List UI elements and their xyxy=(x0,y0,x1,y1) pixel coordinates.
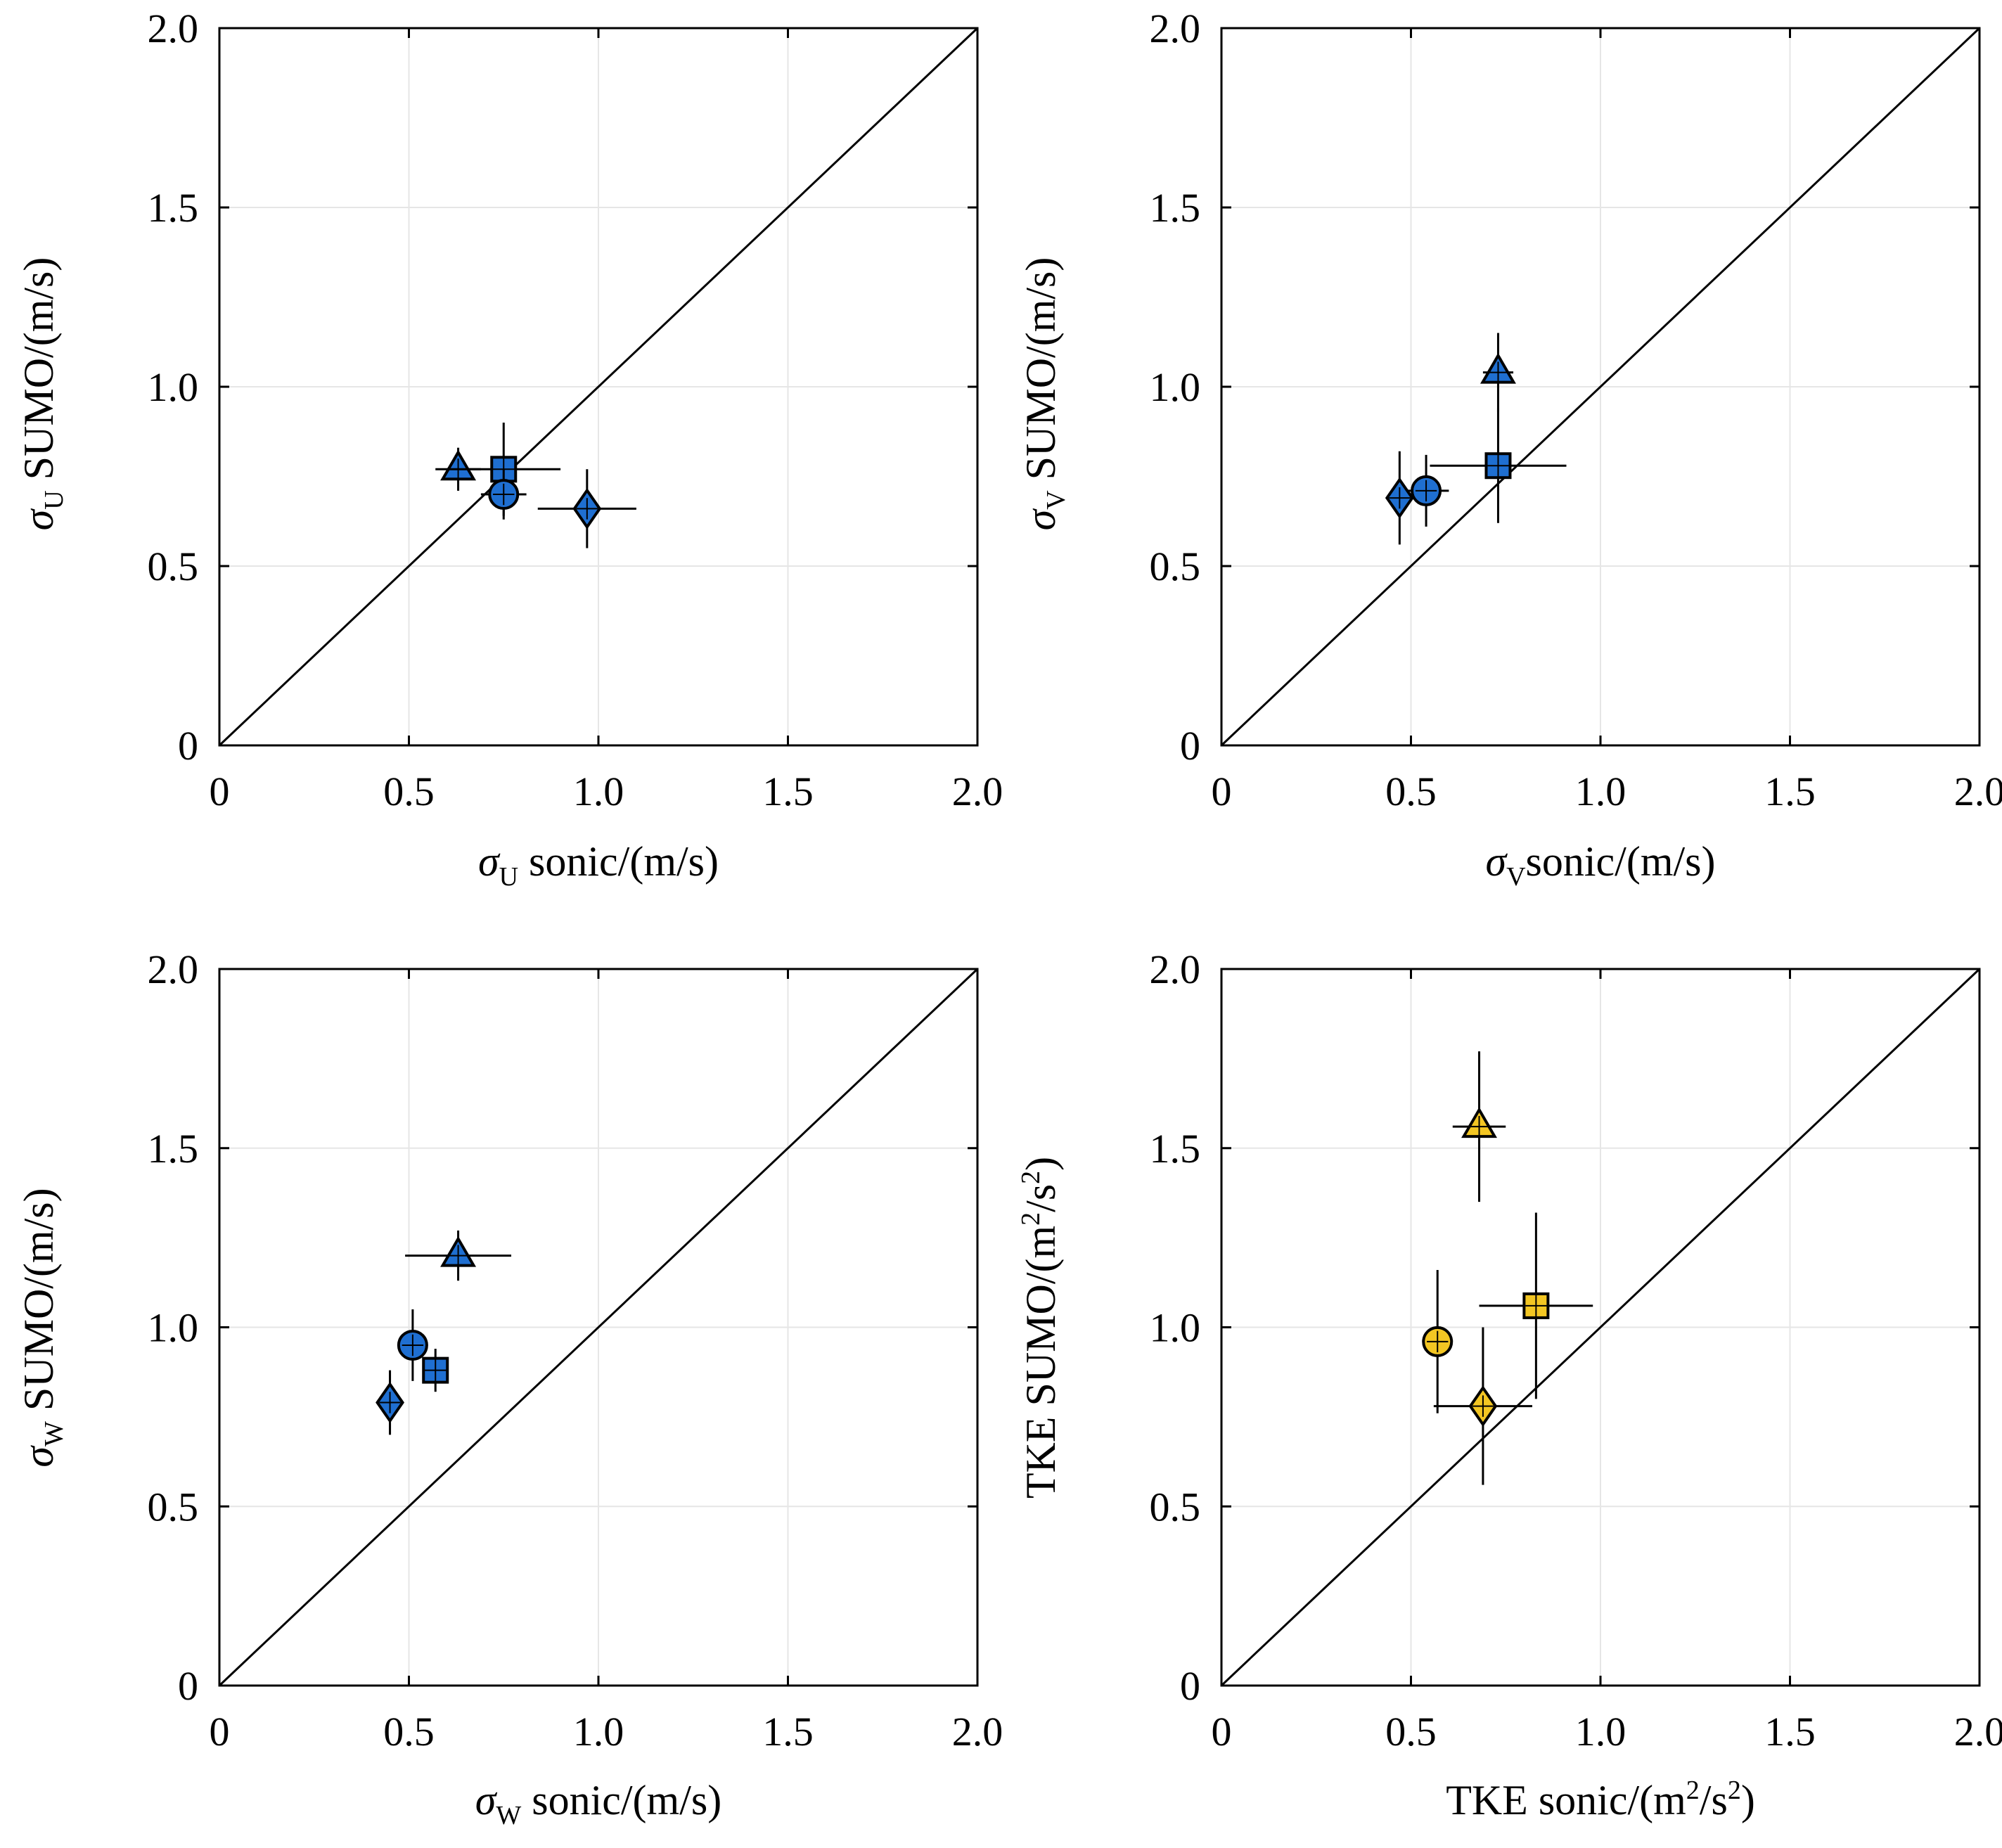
x-tick-label: 1.0 xyxy=(573,769,624,814)
y-axis-label: σW SUMO/(m/s) xyxy=(15,1188,69,1467)
y-tick-label: 0 xyxy=(1180,1663,1200,1709)
triangle-point xyxy=(1480,333,1516,412)
y-tick-label: 0.5 xyxy=(1150,1484,1201,1529)
x-tick-label: 1.5 xyxy=(762,1709,814,1754)
y-tick-label: 1.0 xyxy=(148,364,199,410)
y-tick-label: 2.0 xyxy=(148,6,199,51)
y-tick-label: 1.0 xyxy=(148,1305,199,1351)
x-tick-label: 1.5 xyxy=(762,769,814,814)
y-tick-label: 0.5 xyxy=(1150,544,1201,589)
x-tick-label: 2.0 xyxy=(952,769,1003,814)
panel-sigma-w: 00 0.5 0.5 1.0 1.0 1.5 1.5 2.0 2.0 σW sonic/(m/s)… xyxy=(15,947,1003,1830)
panel-tke: 00 0.5 0.5 1.0 1.0 1.5 1.5 2.0 2.0 TKE sonic/(m2/… xyxy=(1016,947,2002,1823)
y-tick-label: 2.0 xyxy=(1150,947,1201,992)
x-tick-label: 2.0 xyxy=(1954,769,2002,814)
square-point xyxy=(1479,1212,1593,1399)
x-tick-label: 1.5 xyxy=(1764,769,1816,814)
x-tick-label: 2.0 xyxy=(1954,1709,2002,1754)
x-axis-label: σVsonic/(m/s) xyxy=(1485,838,1715,892)
y-tick-label: 1.0 xyxy=(1150,364,1201,410)
y-axis-label: TKE SUMO/(m2/s2) xyxy=(1016,1157,1064,1499)
x-tick-label: 0 xyxy=(210,1709,230,1754)
y-axis-label: σV SUMO/(m/s) xyxy=(1018,257,1071,531)
circle-point xyxy=(397,1309,428,1381)
y-tick-label: 0 xyxy=(1180,723,1200,769)
x-tick-label: 0.5 xyxy=(383,769,435,814)
identity-line xyxy=(218,968,979,1687)
panel-sigma-u: 00 0.5 0.5 1.0 1.0 1.5 1.5 2.0 2.0 σU sonic/(m/s)… xyxy=(15,6,1003,892)
circle-point xyxy=(1403,454,1449,527)
square-point xyxy=(1430,408,1567,523)
x-axis-label: TKE sonic/(m2/s2) xyxy=(1446,1776,1755,1823)
y-tick-label: 0 xyxy=(178,1663,198,1709)
diamond-point xyxy=(537,469,636,548)
circle-point xyxy=(1422,1269,1454,1413)
x-tick-label: 0.5 xyxy=(383,1709,435,1754)
x-tick-label: 0 xyxy=(1212,1709,1232,1754)
panel-sigma-v: 00 0.5 0.5 1.0 1.0 1.5 1.5 2.0 2.0 σVsonic/(m/s) σ… xyxy=(1018,6,2002,892)
x-axis-label: σU sonic/(m/s) xyxy=(478,838,719,892)
y-axis-label: σU SUMO/(m/s) xyxy=(15,257,69,531)
y-tick-label: 1.5 xyxy=(148,1126,199,1172)
identity-line xyxy=(218,27,979,747)
y-tick-label: 0 xyxy=(178,723,198,769)
diamond-point xyxy=(376,1370,404,1435)
identity-line xyxy=(1220,27,1981,747)
x-tick-label: 0 xyxy=(210,769,230,814)
x-tick-label: 0 xyxy=(1212,769,1232,814)
x-tick-label: 0.5 xyxy=(1385,1709,1437,1754)
triangle-point xyxy=(1452,1051,1506,1202)
diamond-point xyxy=(1385,451,1414,545)
diamond-point xyxy=(1433,1327,1532,1485)
x-tick-label: 0.5 xyxy=(1385,769,1437,814)
x-axis-label: σW sonic/(m/s) xyxy=(475,1777,721,1830)
y-tick-label: 1.0 xyxy=(1150,1305,1201,1351)
y-tick-label: 2.0 xyxy=(148,947,199,992)
y-tick-label: 0.5 xyxy=(148,544,199,589)
triangle-point xyxy=(405,1230,512,1281)
x-tick-label: 2.0 xyxy=(952,1709,1003,1754)
x-tick-label: 1.0 xyxy=(1575,769,1626,814)
x-tick-label: 1.5 xyxy=(1764,1709,1816,1754)
y-tick-label: 0.5 xyxy=(148,1484,199,1529)
x-tick-label: 1.0 xyxy=(1575,1709,1626,1754)
y-tick-label: 1.5 xyxy=(148,185,199,231)
y-tick-label: 2.0 xyxy=(1150,6,1201,51)
square-point xyxy=(422,1349,449,1392)
circle-point xyxy=(480,469,527,520)
x-tick-label: 1.0 xyxy=(573,1709,624,1754)
y-tick-label: 1.5 xyxy=(1150,1126,1201,1172)
y-tick-label: 1.5 xyxy=(1150,185,1201,231)
identity-line xyxy=(1220,968,1981,1687)
